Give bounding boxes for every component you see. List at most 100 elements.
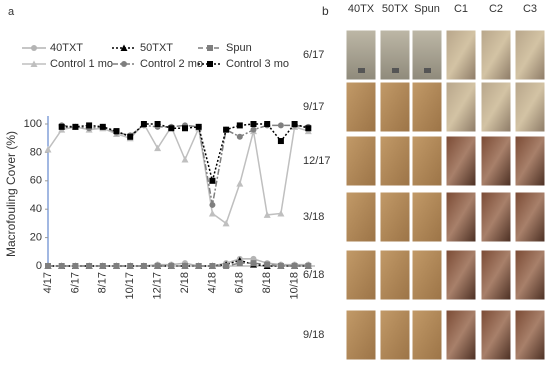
photo: [445, 309, 477, 361]
row-label: 6/18: [303, 269, 324, 281]
point: [121, 61, 127, 67]
point: [127, 133, 134, 140]
point: [236, 260, 243, 267]
panel-label: b: [322, 4, 329, 18]
series-line: [61, 123, 309, 184]
photo: [514, 29, 546, 81]
photo: [411, 249, 443, 301]
legend-label: Control 3 mo: [226, 58, 289, 70]
column-header: C2: [489, 3, 503, 15]
point: [181, 156, 189, 163]
point: [86, 263, 93, 269]
point: [207, 45, 213, 51]
photo: [480, 249, 512, 301]
point: [113, 263, 120, 269]
point: [154, 144, 162, 152]
row-label: 9/17: [303, 101, 324, 113]
photo: [445, 81, 477, 133]
photo: [379, 135, 411, 187]
point: [113, 128, 120, 135]
photo: [379, 81, 411, 133]
legend-label: 40TXT: [50, 42, 83, 54]
x-tick-label: 8/17: [97, 272, 109, 293]
point: [223, 126, 230, 133]
photo: [480, 29, 512, 81]
point: [291, 121, 298, 127]
y-tick-label: 80: [30, 146, 42, 158]
photo: [379, 249, 411, 301]
y-axis-label: Macrofouling Cover (%): [4, 131, 18, 257]
photo: [514, 309, 546, 361]
photo: [345, 191, 377, 243]
photo: [514, 135, 546, 187]
photo: [514, 191, 546, 243]
photo: [345, 81, 377, 133]
point: [120, 44, 128, 51]
photo: [480, 309, 512, 361]
point: [31, 45, 37, 51]
row-label: 12/17: [303, 155, 331, 167]
column-header: C1: [454, 3, 468, 15]
point: [72, 263, 79, 269]
x-tick-label: 8/18: [261, 272, 273, 293]
photo: [480, 135, 512, 187]
point: [154, 121, 161, 127]
point: [277, 122, 284, 129]
point: [305, 125, 312, 132]
y-tick-label: 0: [36, 260, 42, 272]
point: [264, 121, 271, 127]
photo: [345, 309, 377, 361]
point: [99, 263, 106, 269]
point: [86, 122, 93, 129]
photo-tag: [392, 68, 399, 73]
y-tick-label: 20: [30, 232, 42, 244]
photo: [411, 135, 443, 187]
point: [250, 260, 257, 267]
point: [208, 209, 216, 217]
point: [264, 261, 271, 268]
row-label: 6/17: [303, 49, 324, 61]
point: [195, 123, 202, 130]
point: [168, 263, 175, 269]
point: [182, 125, 188, 132]
photo: [411, 81, 443, 133]
photo: [379, 191, 411, 243]
x-tick-label: 6/18: [234, 272, 246, 293]
legend-label: Control 1 mo: [50, 58, 113, 70]
x-tick-label: 4/18: [206, 272, 218, 293]
y-tick-label: 40: [30, 203, 42, 215]
point: [195, 263, 202, 269]
point: [140, 121, 147, 127]
x-tick-label: 10/18: [289, 272, 301, 300]
photo: [445, 135, 477, 187]
photo: [411, 191, 443, 243]
point: [277, 138, 284, 145]
point: [127, 263, 134, 269]
photo: [514, 249, 546, 301]
x-tick-label: 12/17: [152, 272, 164, 300]
point: [236, 122, 243, 129]
photo: [379, 309, 411, 361]
point: [291, 263, 298, 269]
point: [44, 146, 52, 153]
photo: [480, 191, 512, 243]
x-tick-label: 2/18: [179, 272, 191, 293]
point: [277, 209, 285, 217]
point: [154, 263, 161, 269]
point: [58, 263, 65, 269]
column-header: 50TX: [382, 3, 409, 15]
point: [99, 123, 106, 130]
photo: [445, 29, 477, 81]
column-header: Spun: [414, 3, 440, 15]
photo-tag: [424, 68, 431, 73]
legend-label: Spun: [226, 42, 252, 54]
point: [140, 263, 147, 269]
photo: [480, 81, 512, 133]
series-line: [47, 122, 309, 225]
point: [72, 123, 79, 130]
point: [250, 126, 257, 133]
point: [250, 121, 257, 127]
point: [209, 263, 216, 269]
point: [207, 61, 213, 67]
point: [223, 263, 230, 269]
